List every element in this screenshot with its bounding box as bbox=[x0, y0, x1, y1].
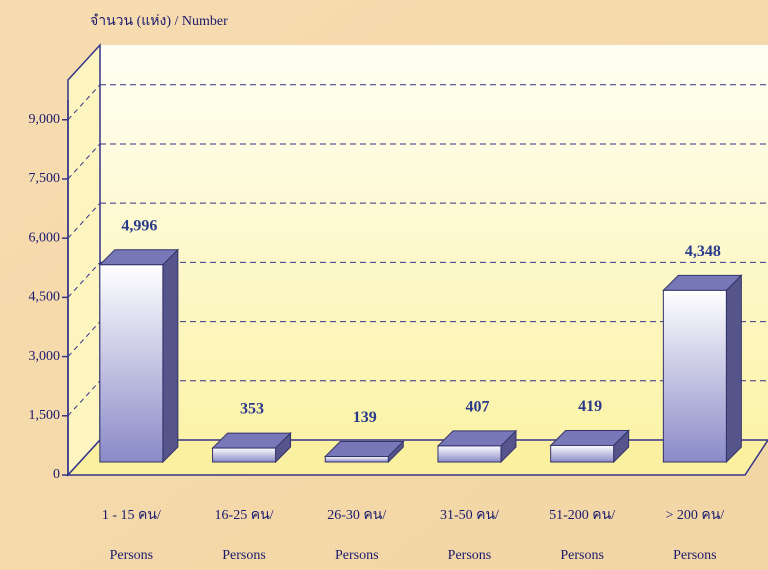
x-tick-label: Persons bbox=[110, 548, 154, 563]
bar bbox=[550, 444, 615, 463]
x-tick-label: 1 - 15 คน/ bbox=[102, 508, 161, 523]
value-label: 419 bbox=[578, 398, 602, 415]
grid-line bbox=[67, 84, 101, 121]
bar bbox=[662, 289, 727, 463]
bar bbox=[99, 264, 164, 463]
x-tick-label: 26-30 คน/ bbox=[327, 508, 386, 523]
x-tick-label: Persons bbox=[560, 548, 604, 563]
bar bbox=[212, 447, 277, 463]
y-tick-label: 1,500 bbox=[29, 408, 61, 423]
grid-line bbox=[67, 202, 101, 239]
value-label: 4,996 bbox=[121, 217, 157, 234]
y-tick-label: 4,500 bbox=[29, 290, 61, 305]
bar bbox=[437, 445, 502, 463]
y-tick-label: 3,000 bbox=[29, 349, 61, 364]
y-tick-label: 0 bbox=[53, 467, 60, 482]
value-label: 139 bbox=[353, 409, 377, 426]
x-tick-label: 16-25 คน/ bbox=[215, 508, 274, 523]
x-tick-label: Persons bbox=[448, 548, 492, 563]
value-label: 353 bbox=[240, 401, 264, 418]
x-tick-label: Persons bbox=[673, 548, 717, 563]
grid-line bbox=[67, 143, 101, 180]
x-tick-label: Persons bbox=[222, 548, 266, 563]
x-tick-label: 51-200 คน/ bbox=[549, 508, 615, 523]
y-axis-label: จำนวน (แห่ง) / Number bbox=[90, 14, 228, 29]
y-tick-label: 9,000 bbox=[29, 112, 61, 127]
side-wall bbox=[67, 43, 101, 477]
bar-side bbox=[725, 274, 742, 464]
value-label: 407 bbox=[465, 399, 489, 416]
bar bbox=[324, 456, 389, 463]
grid-line bbox=[67, 380, 101, 417]
y-tick-label: 7,500 bbox=[29, 171, 61, 186]
bar-side bbox=[162, 248, 179, 464]
grid-line bbox=[67, 262, 101, 298]
x-tick-label: 31-50 คน/ bbox=[440, 508, 499, 523]
grid-line bbox=[67, 321, 101, 357]
x-tick-label: Persons bbox=[335, 548, 379, 563]
x-tick-label: > 200 คน/ bbox=[665, 508, 724, 523]
y-tick-label: 6,000 bbox=[29, 230, 61, 245]
value-label: 4,348 bbox=[685, 243, 721, 260]
